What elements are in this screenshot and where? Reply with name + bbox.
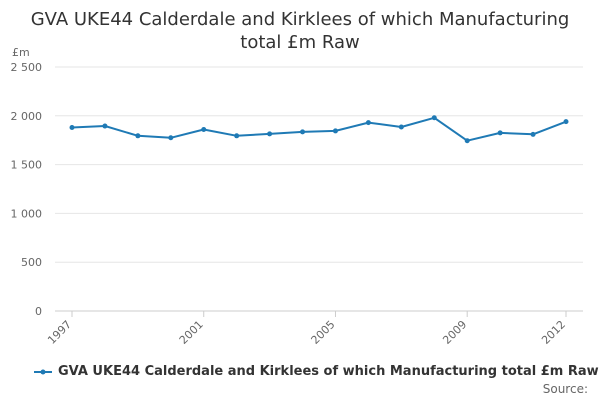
chart-title: GVA UKE44 Calderdale and Kirklees of whi… — [0, 8, 600, 54]
data-point — [530, 131, 536, 137]
data-point — [464, 138, 470, 144]
legend-item[interactable]: GVA UKE44 Calderdale and Kirklees of whi… — [34, 364, 599, 379]
data-point — [332, 128, 338, 134]
legend-label: GVA UKE44 Calderdale and Kirklees of whi… — [58, 364, 599, 379]
data-point — [497, 130, 503, 136]
x-tick-label: 2001 — [177, 318, 206, 347]
chart-title-line-2: total £m Raw — [240, 32, 360, 53]
data-point — [431, 115, 437, 121]
x-tick-label: 2012 — [539, 318, 568, 347]
data-point — [300, 129, 306, 135]
y-tick-label: 2 500 — [11, 61, 43, 74]
y-tick-label: 2 000 — [11, 110, 43, 123]
chart-title-line-1: GVA UKE44 Calderdale and Kirklees of whi… — [30, 9, 570, 30]
data-point — [267, 131, 273, 137]
y-tick-label: 0 — [35, 305, 42, 318]
y-tick-label: 1 000 — [11, 207, 43, 220]
data-point — [234, 133, 240, 139]
data-point — [563, 119, 569, 125]
data-point — [102, 123, 108, 129]
data-point — [168, 135, 174, 141]
x-tick-label: 2009 — [440, 318, 469, 347]
data-point — [201, 126, 207, 132]
y-axis-unit-label: £m — [12, 46, 30, 59]
data-point — [135, 133, 141, 139]
x-tick-label: 1997 — [45, 318, 74, 347]
source-label: Source: — [542, 382, 588, 396]
series-line — [71, 116, 567, 142]
data-point — [398, 124, 404, 130]
data-point — [365, 120, 371, 126]
legend-line-marker-icon — [34, 369, 52, 374]
data-point — [69, 125, 75, 131]
x-tick-label: 2005 — [309, 318, 338, 347]
y-tick-label: 500 — [21, 256, 42, 269]
y-tick-label: 1 500 — [11, 159, 43, 172]
